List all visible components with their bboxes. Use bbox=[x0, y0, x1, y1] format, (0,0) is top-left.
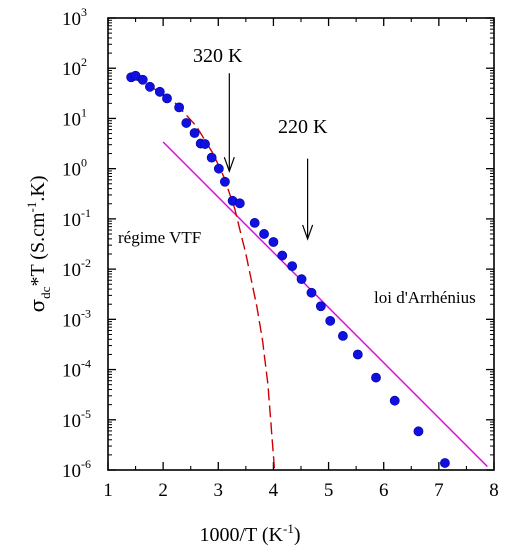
annotation-arrow-head bbox=[302, 224, 314, 241]
y-tick-label: 10-3 bbox=[62, 306, 91, 331]
y-axis-title-mid: *T (S.cm bbox=[27, 212, 49, 287]
data-point bbox=[189, 128, 200, 138]
data-point bbox=[306, 287, 317, 298]
y-axis-title: σdc*T (S.cm-1.K) bbox=[24, 176, 53, 313]
data-point bbox=[234, 198, 245, 209]
data-point bbox=[413, 426, 424, 437]
y-tick-label: 10-6 bbox=[62, 457, 91, 482]
data-points bbox=[126, 70, 450, 468]
data-point bbox=[220, 176, 230, 187]
x-tick-labels: 1 2 3 4 5 6 7 8 bbox=[103, 480, 499, 501]
y-axis-title-sub: dc bbox=[38, 286, 53, 299]
vtf-fit-curve bbox=[130, 76, 276, 471]
data-point bbox=[181, 118, 192, 128]
data-point bbox=[296, 274, 307, 285]
x-axis-title-main: 1000/T (K bbox=[199, 524, 283, 546]
x-tick-label: 6 bbox=[379, 480, 389, 501]
x-tick-label: 7 bbox=[434, 480, 444, 501]
x-tick-label: 8 bbox=[489, 480, 499, 501]
y-tick-labels: 10-6 10-5 10-4 10-3 10-2 10-1 100 101 102 103 bbox=[62, 5, 91, 482]
y-tick-label: 100 bbox=[62, 156, 87, 181]
data-point bbox=[259, 229, 269, 239]
y-tick-label: 10-4 bbox=[62, 357, 91, 382]
x-tick-label: 4 bbox=[269, 480, 279, 501]
x-tick-label: 3 bbox=[214, 480, 224, 501]
data-point bbox=[154, 86, 165, 97]
x-axis-title-sup: -1 bbox=[283, 521, 294, 536]
data-point bbox=[200, 139, 210, 149]
temperature-label: 220 K bbox=[278, 116, 328, 138]
y-axis-title-end: .K) bbox=[27, 176, 49, 202]
data-point bbox=[371, 372, 381, 383]
data-point bbox=[389, 395, 400, 406]
x-tick-label: 1 bbox=[103, 480, 113, 501]
data-point bbox=[315, 301, 326, 312]
data-point bbox=[213, 163, 224, 174]
x-tick-label: 5 bbox=[324, 480, 334, 501]
data-point bbox=[206, 152, 217, 163]
data-point bbox=[287, 261, 298, 271]
vtf-label: régime VTF bbox=[118, 228, 201, 247]
data-point bbox=[137, 74, 148, 85]
x-axis-title-close: ) bbox=[294, 524, 301, 546]
data-point bbox=[352, 349, 363, 360]
data-point bbox=[325, 315, 336, 326]
data-point bbox=[145, 81, 155, 92]
data-point bbox=[277, 250, 288, 261]
temperature-annotations: 320 K 220 K bbox=[193, 45, 328, 241]
y-tick-label: 10-2 bbox=[62, 256, 91, 281]
y-tick-label: 10-5 bbox=[62, 407, 91, 432]
y-axis-title-sigma: σ bbox=[25, 298, 49, 312]
x-tick-label: 2 bbox=[158, 480, 168, 501]
y-tick-label: 101 bbox=[62, 105, 87, 130]
data-point bbox=[174, 102, 185, 113]
data-point bbox=[162, 93, 172, 104]
y-tick-label: 102 bbox=[62, 55, 87, 80]
arrhenius-label: loi d'Arrhénius bbox=[374, 288, 476, 307]
data-point bbox=[440, 458, 450, 468]
y-tick-label: 103 bbox=[62, 5, 87, 30]
x-axis-title: 1000/T (K-1) bbox=[199, 521, 300, 546]
temperature-label: 320 K bbox=[193, 45, 243, 67]
tick-marks bbox=[107, 17, 495, 471]
data-point bbox=[338, 331, 348, 341]
y-tick-label: 10-1 bbox=[62, 206, 91, 231]
data-point bbox=[268, 237, 279, 247]
data-point bbox=[249, 218, 260, 228]
y-axis-title-sup: -1 bbox=[24, 202, 39, 213]
annotation-arrow-head bbox=[223, 156, 235, 173]
